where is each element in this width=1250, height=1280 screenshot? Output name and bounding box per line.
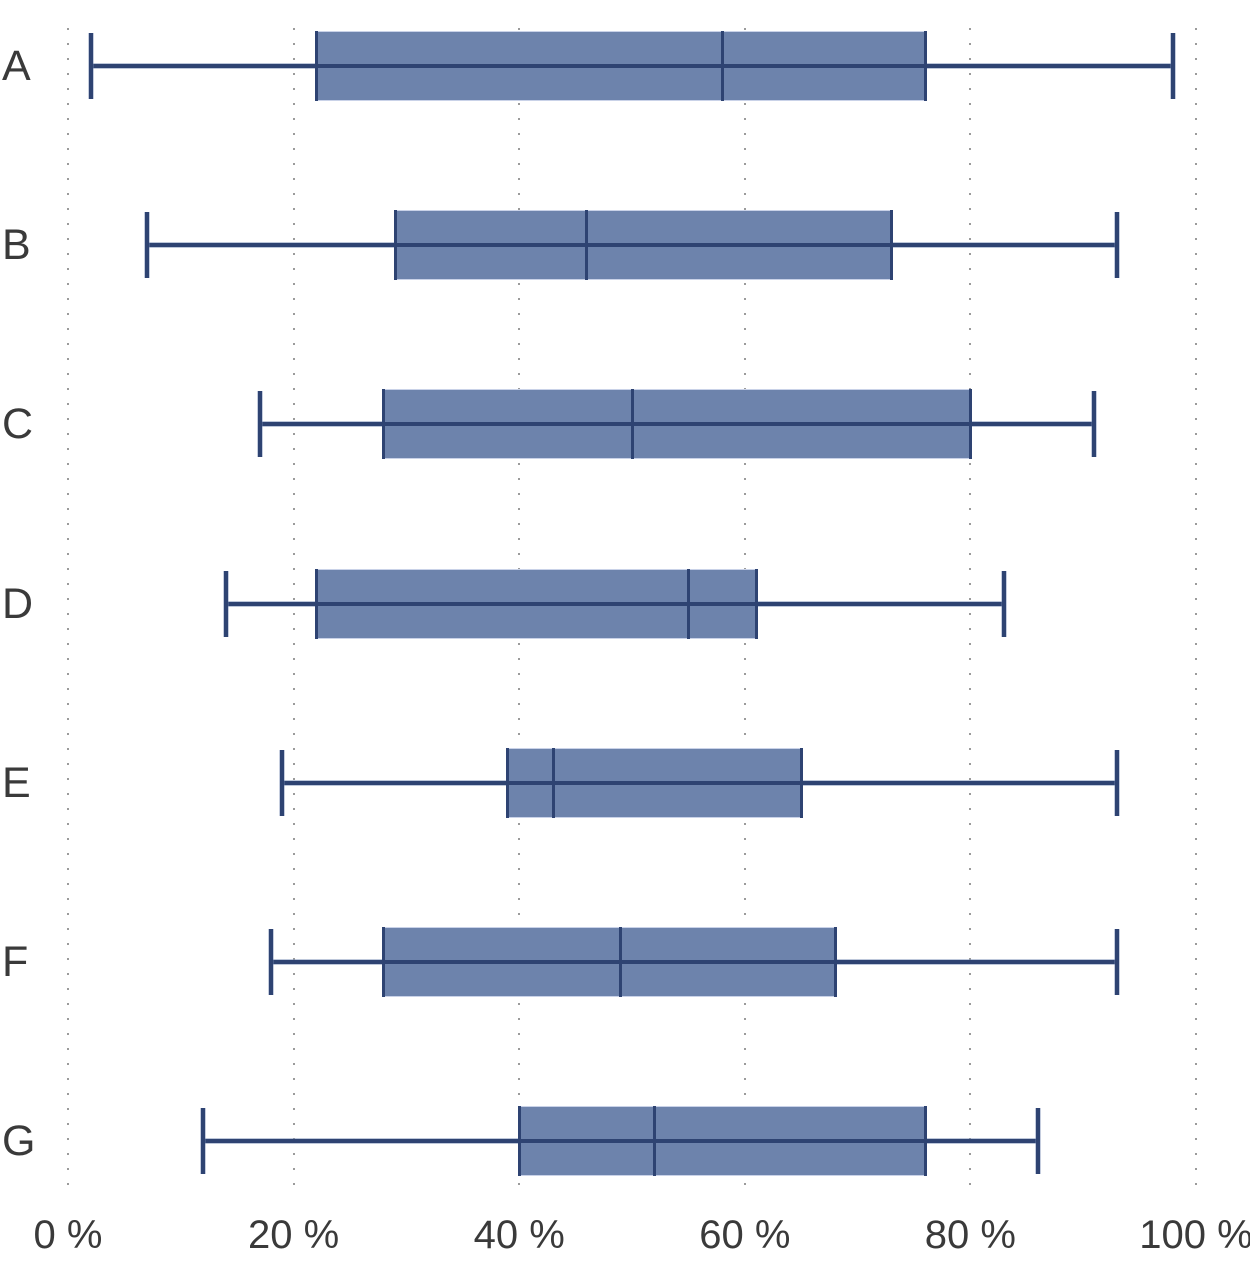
median-line (720, 31, 724, 101)
whisker-cap-max (1002, 570, 1007, 637)
whisker-cap-min (269, 928, 274, 995)
median-line (551, 747, 555, 818)
q1-line (314, 31, 318, 101)
q3-line (923, 31, 927, 101)
axis-tick-label: 80 % (924, 1213, 1016, 1257)
whisker-line (90, 64, 1174, 68)
whisker-cap-max (1171, 33, 1176, 99)
q3-line (799, 747, 803, 818)
whisker-cap-max (1036, 1108, 1041, 1175)
q1-line (314, 568, 318, 639)
category-label: C (2, 400, 34, 449)
gridline (292, 28, 295, 1190)
whisker-cap-min (88, 33, 93, 99)
axis-tick-label: 60 % (699, 1213, 791, 1257)
axis-tick-label: 0 % (33, 1213, 103, 1257)
q3-line (833, 926, 837, 997)
axis-tick-label: 100 % (1139, 1213, 1250, 1257)
category-label: F (2, 937, 29, 986)
axis-tick-label: 20 % (248, 1213, 340, 1257)
category-label: G (2, 1117, 36, 1166)
category-label: D (2, 579, 34, 628)
whisker-line (282, 780, 1118, 785)
whisker-line (225, 601, 1005, 606)
whisker-line (203, 1139, 1039, 1144)
median-line (653, 1106, 657, 1177)
median-line (619, 926, 623, 997)
whisker-line (146, 243, 1118, 248)
q3-line (923, 1106, 927, 1177)
category-label: E (2, 758, 31, 807)
whisker-line (259, 422, 1095, 427)
median-line (585, 210, 589, 281)
q3-line (754, 568, 758, 639)
q1-line (393, 210, 397, 281)
median-line (630, 389, 634, 460)
whisker-cap-max (1115, 212, 1120, 279)
q1-line (382, 389, 386, 460)
axis-tick-label: 40 % (473, 1213, 565, 1257)
whisker-cap-max (1092, 391, 1097, 458)
whisker-cap-min (201, 1108, 206, 1175)
gridline (969, 28, 972, 1190)
whisker-cap-max (1115, 928, 1120, 995)
whisker-cap-max (1115, 749, 1120, 816)
gridline (1195, 28, 1197, 1190)
q1-line (517, 1106, 521, 1177)
whisker-cap-min (223, 570, 228, 637)
whisker-cap-min (144, 212, 149, 279)
gridline (67, 28, 69, 1190)
whisker-cap-min (280, 749, 285, 816)
q1-line (506, 747, 510, 818)
category-label: B (2, 221, 31, 270)
q3-line (889, 210, 893, 281)
q1-line (382, 926, 386, 997)
category-label: A (2, 42, 31, 90)
q3-line (968, 389, 972, 460)
median-line (686, 568, 690, 639)
whisker-line (271, 959, 1118, 964)
whisker-cap-min (257, 391, 262, 458)
